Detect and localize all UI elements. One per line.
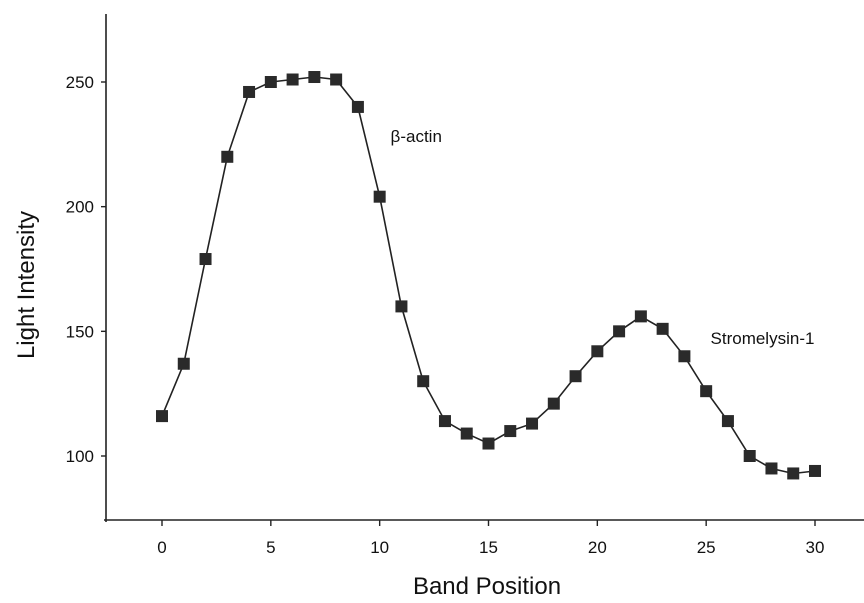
data-point bbox=[547, 397, 560, 410]
y-tick-label: 100 bbox=[66, 447, 94, 466]
data-point bbox=[482, 437, 495, 450]
x-tick-label: 10 bbox=[370, 538, 389, 557]
series-line bbox=[161, 76, 816, 475]
data-point bbox=[286, 73, 299, 86]
y-tick-label: 250 bbox=[66, 73, 94, 92]
data-point bbox=[787, 467, 800, 480]
data-point bbox=[199, 253, 212, 266]
data-point bbox=[721, 415, 734, 428]
x-tick-label: 15 bbox=[479, 538, 498, 557]
series-layer: β-actin Stromelysin-1 bbox=[156, 71, 821, 480]
data-point bbox=[613, 325, 626, 338]
data-point bbox=[591, 345, 604, 358]
data-point bbox=[373, 190, 386, 203]
x-tick-label: 30 bbox=[806, 538, 825, 557]
x-tick-label: 5 bbox=[266, 538, 275, 557]
data-point bbox=[743, 450, 756, 462]
data-point bbox=[177, 357, 190, 370]
data-point bbox=[765, 462, 778, 475]
data-point bbox=[504, 425, 517, 438]
data-point bbox=[460, 427, 473, 440]
data-point bbox=[243, 85, 256, 98]
data-point bbox=[526, 417, 539, 430]
x-tick-label: 25 bbox=[697, 538, 716, 557]
data-point bbox=[417, 375, 430, 388]
data-point bbox=[264, 76, 277, 88]
series-annotation: β-actin bbox=[391, 127, 442, 146]
series-annotation: Stromelysin-1 bbox=[711, 329, 815, 348]
data-point bbox=[221, 150, 234, 163]
axes: 0 5 10 15 20 25 30 100 150 200 250 bbox=[66, 14, 864, 557]
data-point bbox=[634, 310, 647, 323]
x-tick-label: 0 bbox=[157, 538, 166, 557]
data-point bbox=[678, 350, 691, 363]
x-tick-label: 20 bbox=[588, 538, 607, 557]
y-axis-label: Light Intensity bbox=[13, 211, 40, 359]
data-point bbox=[395, 300, 408, 313]
data-point bbox=[438, 415, 451, 428]
x-axis-label: Band Position bbox=[413, 573, 561, 600]
data-point bbox=[351, 100, 364, 113]
y-tick-label: 200 bbox=[66, 198, 94, 217]
y-tick-label: 150 bbox=[66, 322, 94, 341]
data-point bbox=[308, 71, 321, 84]
data-point bbox=[809, 464, 821, 477]
data-point bbox=[656, 322, 669, 335]
data-point bbox=[700, 385, 713, 398]
data-point bbox=[330, 73, 343, 86]
data-point bbox=[569, 370, 582, 383]
data-point bbox=[156, 410, 168, 423]
